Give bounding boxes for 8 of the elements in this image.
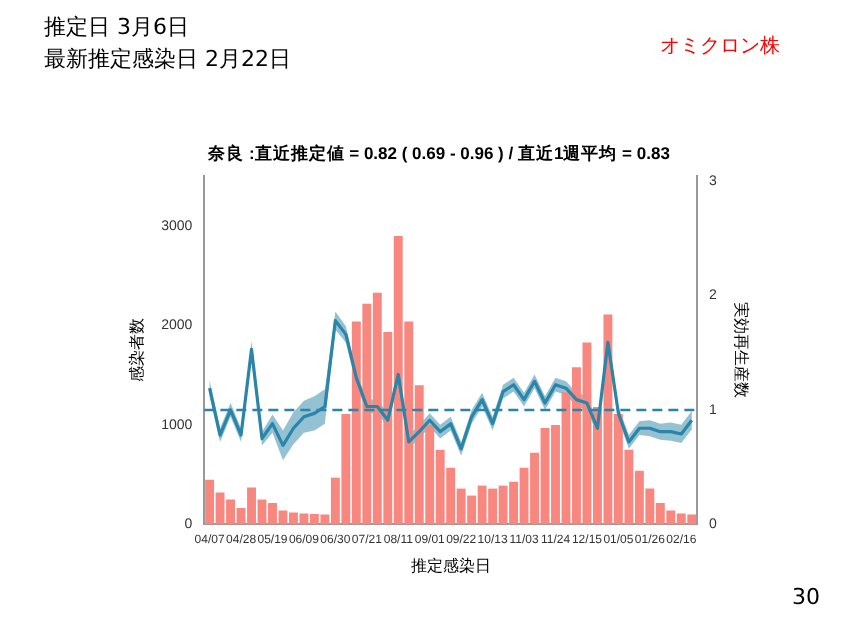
y2-axis-title: 実効再生産数 <box>731 302 750 399</box>
chart-title: 奈良 :直近推定値 = 0.82 ( 0.69 - 0.96 ) / 直近1週平均 = 0.83 <box>206 142 671 163</box>
x-axis-title: 推定感染日 <box>410 556 491 575</box>
text: 30 <box>792 584 820 610</box>
text: 推定日 3月6日 <box>44 12 189 42</box>
text: オミクロン株 <box>660 33 780 60</box>
y-axis-title: 感染者数 <box>128 318 147 383</box>
text: 最新推定感染日 2月22日 <box>44 44 291 74</box>
